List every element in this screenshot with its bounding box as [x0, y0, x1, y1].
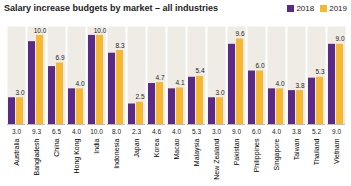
- html-text:Salary increase budgets by mar: Salary increase budgets by market – all …: [4, 3, 219, 13]
- svg-text:4.0: 4.0: [275, 80, 284, 87]
- svg-text:9.3: 9.3: [32, 128, 41, 135]
- svg-text:Japan: Japan: [133, 138, 141, 157]
- svg-text:4.6: 4.6: [152, 128, 161, 135]
- svg-text:9.0: 9.0: [232, 128, 241, 135]
- svg-text:5.2: 5.2: [312, 128, 321, 135]
- svg-text:India: India: [93, 138, 100, 153]
- svg-text:Taiwan: Taiwan: [293, 138, 300, 160]
- svg-text:9.0: 9.0: [332, 128, 341, 135]
- svg-text:4.1: 4.1: [175, 79, 184, 86]
- svg-text:New Zealand: New Zealand: [213, 138, 220, 179]
- svg-text:Indonesia: Indonesia: [113, 138, 120, 168]
- svg-text:3.8: 3.8: [292, 128, 301, 135]
- svg-text:4.0: 4.0: [75, 80, 84, 87]
- svg-text:5.3: 5.3: [315, 68, 324, 75]
- svg-text:6.0: 6.0: [255, 62, 264, 69]
- svg-text:4.7: 4.7: [155, 74, 164, 81]
- html-text:2018: 2018: [296, 3, 315, 13]
- svg-text:4.0: 4.0: [72, 128, 81, 135]
- svg-text:2.3: 2.3: [132, 128, 141, 135]
- svg-text:2.5: 2.5: [135, 93, 144, 100]
- svg-text:3.0: 3.0: [15, 89, 24, 96]
- svg-text:5.3: 5.3: [192, 128, 201, 135]
- svg-text:8.0: 8.0: [112, 128, 121, 135]
- svg-text:China: China: [53, 138, 60, 156]
- svg-text:10.0: 10.0: [34, 26, 47, 33]
- svg-text:8.3: 8.3: [115, 42, 124, 49]
- svg-text:Vietnam: Vietnam: [333, 138, 340, 164]
- svg-text:6.9: 6.9: [55, 54, 64, 61]
- svg-text:10.0: 10.0: [90, 128, 103, 135]
- svg-text:3.0: 3.0: [12, 128, 21, 135]
- svg-text:Hong Kong: Hong Kong: [73, 138, 81, 173]
- svg-text:Australia: Australia: [13, 138, 20, 165]
- svg-text:6.0: 6.0: [252, 128, 261, 135]
- svg-text:4.0: 4.0: [272, 128, 281, 135]
- svg-text:Pakistan: Pakistan: [233, 138, 240, 165]
- svg-text:Malaysia: Malaysia: [193, 138, 201, 166]
- svg-text:4.0: 4.0: [172, 128, 181, 135]
- svg-text:5.4: 5.4: [195, 67, 204, 74]
- svg-text:Korea: Korea: [153, 138, 160, 157]
- svg-text:Philippines: Philippines: [253, 138, 261, 172]
- svg-text:3.8: 3.8: [295, 82, 304, 89]
- svg-text:Bangladesh: Bangladesh: [33, 138, 41, 175]
- svg-text:Singapore: Singapore: [273, 138, 281, 170]
- svg-text:9.0: 9.0: [335, 35, 344, 42]
- svg-text:3.0: 3.0: [212, 128, 221, 135]
- svg-text:Thailand: Thailand: [313, 138, 320, 165]
- html-text:2019: 2019: [329, 3, 347, 13]
- svg-text:6.5: 6.5: [52, 128, 61, 135]
- svg-text:9.6: 9.6: [235, 30, 244, 37]
- svg-text:10.0: 10.0: [94, 26, 107, 33]
- svg-text:Macao: Macao: [173, 138, 180, 159]
- svg-text:3.0: 3.0: [215, 89, 224, 96]
